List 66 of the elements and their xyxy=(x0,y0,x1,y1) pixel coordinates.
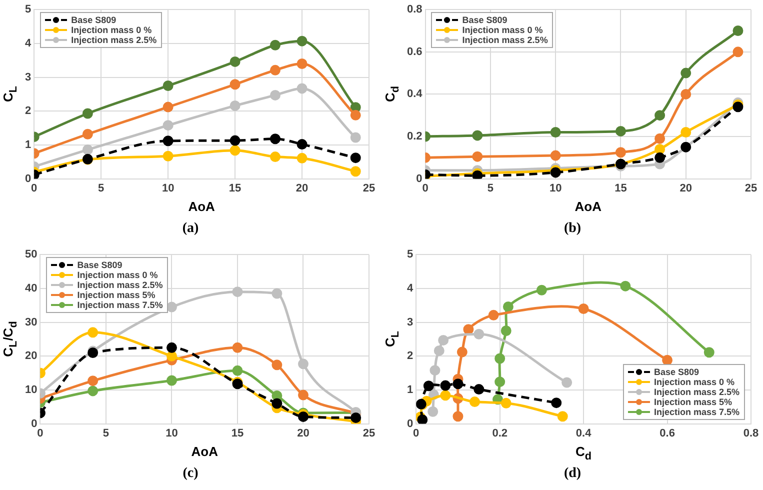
y-tick-label: 30 xyxy=(24,316,38,328)
x-axis-title: AoA xyxy=(188,199,215,214)
y-tick-label: 20 xyxy=(24,350,38,362)
y-tick-label: 0.8 xyxy=(406,4,422,16)
x-tick-label: 5 xyxy=(487,182,494,194)
y-tick-label: 10 xyxy=(24,384,38,396)
y-tick-label: 0 xyxy=(416,172,422,185)
y-tick-label: 1 xyxy=(24,138,32,151)
y-tick-label: 4 xyxy=(406,282,414,294)
legend-label: Injection mass 0 % xyxy=(71,24,152,35)
x-tick-label: 20 xyxy=(297,427,310,440)
y-tick-label: 50 xyxy=(24,248,38,261)
x-tick-label: 0.6 xyxy=(660,427,675,440)
y-tick-label: 0.6 xyxy=(406,46,422,58)
x-tick-label: 15 xyxy=(228,182,242,194)
legend-label: Injection mass 0 % xyxy=(654,376,735,387)
legend-label: Injection mass 7.5% xyxy=(77,300,163,310)
legend-label: Injection mass 2.5% xyxy=(462,34,548,45)
text: (a) xyxy=(181,221,200,237)
x-axis-title: C$_{d}$ xyxy=(576,444,592,463)
text: (c) xyxy=(182,466,200,482)
legend-label: Base S809 xyxy=(71,14,116,25)
y-tick-label: 3 xyxy=(24,71,32,84)
y-tick-label: 2 xyxy=(406,350,414,362)
legend-label: Injection mass 0 % xyxy=(77,270,158,280)
legend-label: Base S809 xyxy=(77,260,122,270)
y-tick-label: 0.2 xyxy=(406,130,422,143)
y-tick-label: 0 xyxy=(406,418,414,430)
y-tick-label: 0 xyxy=(24,172,32,185)
x-tick-label: 25 xyxy=(362,427,376,440)
x-tick-label: 5 xyxy=(98,182,104,194)
legend-label: Injection mass 2.5% xyxy=(71,34,157,45)
x-tick-label: 10 xyxy=(166,427,178,440)
text: (b) xyxy=(562,221,582,237)
x-tick-label: 0.8 xyxy=(743,427,759,440)
legend-label: Injection mass 0 % xyxy=(462,24,543,35)
y-tick-label: 0.4 xyxy=(406,88,424,100)
legend-label: Base S809 xyxy=(654,366,700,377)
legend-label: Injection mass 5% xyxy=(77,290,156,300)
x-tick-label: 15 xyxy=(614,182,627,194)
legend-label: Injection mass 7.5% xyxy=(654,406,740,417)
legend-label: Injection mass 2.5% xyxy=(77,280,163,290)
x-axis-title: AoA xyxy=(191,444,218,459)
x-tick-label: 15 xyxy=(231,427,244,440)
y-tick-label: 40 xyxy=(24,282,38,294)
y-tick-label: 5 xyxy=(24,4,32,16)
y-tick-label: 4 xyxy=(24,37,32,50)
x-tick-label: 0.2 xyxy=(492,427,508,440)
y-tick-label: 3 xyxy=(406,316,414,328)
legend-label: Base S809 xyxy=(462,14,508,25)
y-tick-label: 1 xyxy=(406,384,414,396)
x-tick-label: 25 xyxy=(744,182,758,194)
x-tick-label: 25 xyxy=(362,182,376,194)
x-tick-label: 0.4 xyxy=(576,427,592,440)
legend-label: Injection mass 5% xyxy=(654,396,732,407)
x-tick-label: 20 xyxy=(296,182,308,194)
x-tick-label: 10 xyxy=(549,182,562,194)
legend-label: Injection mass 2.5% xyxy=(654,386,740,397)
y-tick-label: 2 xyxy=(24,105,32,118)
x-axis-title: AoA xyxy=(574,199,602,214)
text: (d) xyxy=(562,466,582,482)
x-tick-label: 10 xyxy=(162,182,174,194)
y-tick-label: 5 xyxy=(406,248,414,261)
x-tick-label: 20 xyxy=(680,182,692,194)
y-tick-label: 0 xyxy=(31,418,38,430)
x-tick-label: 5 xyxy=(102,427,110,440)
